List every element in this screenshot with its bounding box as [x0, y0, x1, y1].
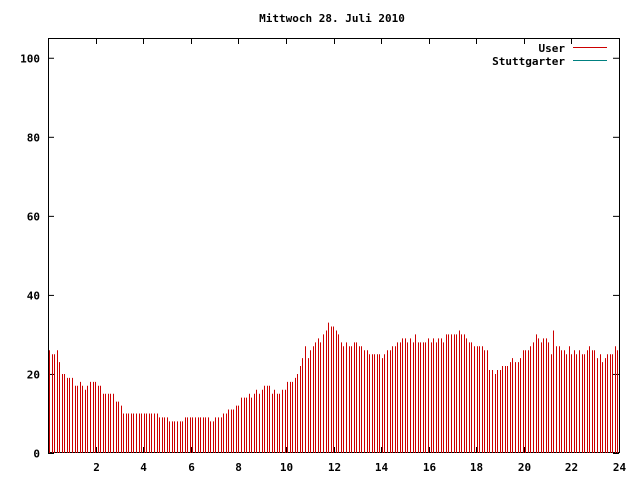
bar-series-user: [49, 322, 618, 453]
x-tick-label: 6: [188, 461, 195, 474]
x-tick-label: 16: [423, 461, 437, 474]
x-tick-label: 8: [235, 461, 242, 474]
x-tick-label: 20: [518, 461, 531, 474]
x-tick-label: 4: [140, 461, 147, 474]
x-axis: 2 4 6 8 10 12 14 16 18 20 22 24: [93, 38, 626, 474]
y-tick-label: 100: [20, 52, 40, 65]
y-tick-label: 20: [27, 368, 40, 381]
y-axis: 0 20 40 60 80 100: [20, 52, 619, 461]
x-tick-label: 10: [280, 461, 293, 474]
y-tick-label: 80: [27, 131, 40, 144]
x-tick-label: 2: [93, 461, 100, 474]
x-tick-label: 22: [565, 461, 578, 474]
chart-title: Mittwoch 28. Juli 2010: [259, 12, 405, 25]
x-tick-label: 12: [328, 461, 341, 474]
x-tick-label: 14: [375, 461, 389, 474]
y-tick-label: 60: [27, 210, 40, 223]
legend-label: User: [539, 42, 566, 55]
legend-label: Stuttgarter: [492, 55, 565, 68]
y-tick-label: 0: [33, 448, 40, 461]
x-tick-label: 18: [470, 461, 483, 474]
y-tick-label: 40: [27, 289, 40, 302]
x-tick-label: 24: [613, 461, 627, 474]
